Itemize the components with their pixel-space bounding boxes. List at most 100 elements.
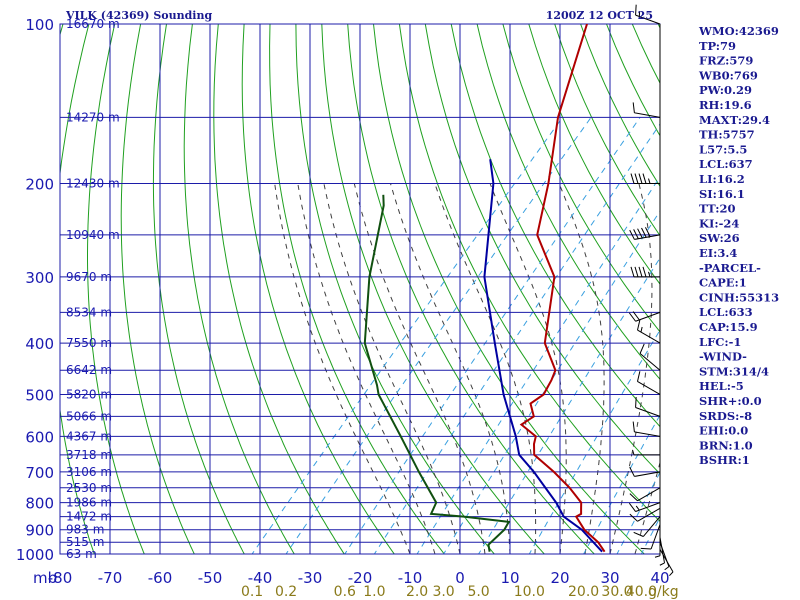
wind-barb bbox=[636, 319, 661, 344]
wind-barbs bbox=[628, 4, 674, 577]
height-label: 1986 m bbox=[66, 496, 112, 510]
stat-line: TT:20 bbox=[699, 202, 736, 216]
height-label: 3718 m bbox=[66, 448, 112, 462]
wind-barb bbox=[635, 397, 661, 417]
stat-line: STM:314/4 bbox=[699, 364, 769, 378]
dry-adiabats bbox=[0, 24, 660, 565]
pressure-tick-label: 200 bbox=[25, 176, 54, 194]
moist-adiabat bbox=[609, 183, 653, 554]
height-label: 8534 m bbox=[66, 305, 112, 319]
height-label: 63 m bbox=[66, 547, 97, 561]
mixing-ratio-unit: g/kg bbox=[648, 584, 679, 600]
temperature-tick-label: -20 bbox=[348, 569, 373, 587]
wind-barb-flag bbox=[629, 513, 638, 522]
wind-barb bbox=[629, 507, 661, 522]
mixing-ratio-label: 30.0 bbox=[601, 584, 632, 600]
wind-barb-flag bbox=[654, 555, 661, 558]
stat-line: PW:0.29 bbox=[699, 83, 752, 97]
wind-barb-shaft bbox=[639, 353, 661, 371]
wind-barb bbox=[640, 524, 661, 550]
temperature-tick-label: 40 bbox=[650, 569, 669, 587]
pressure-tick-label: 800 bbox=[25, 495, 54, 513]
height-label: 10940 m bbox=[66, 228, 120, 242]
wind-barb bbox=[659, 542, 670, 571]
dry-adiabat bbox=[152, 24, 245, 554]
wind-barb bbox=[632, 449, 660, 456]
wind-barb-flag bbox=[636, 319, 641, 331]
wind-barb-shaft bbox=[635, 311, 661, 322]
mixing-ratio-label: 5.0 bbox=[467, 584, 489, 600]
wind-barb-flag bbox=[629, 229, 635, 240]
mixing-ratio-line bbox=[443, 210, 660, 554]
wind-barb bbox=[629, 487, 661, 502]
wind-barb-shaft bbox=[634, 112, 661, 118]
temperature-tick-label: -60 bbox=[148, 569, 173, 587]
axis-labels: 0.1 0.2 0.6 1.0 2.0 3.0 5.0 10.0 20.0 30.040.0100… bbox=[16, 16, 670, 600]
wind-barb-flag bbox=[641, 227, 647, 238]
temperature-tick-label: 30 bbox=[600, 569, 619, 587]
wind-barb-shaft bbox=[637, 329, 661, 344]
dry-adiabat bbox=[183, 24, 295, 554]
height-label: 6642 m bbox=[66, 363, 112, 377]
dewpoint-profile bbox=[363, 194, 511, 552]
moist-adiabat bbox=[323, 183, 461, 554]
dry-adiabat bbox=[269, 24, 445, 554]
wind-barb-flag bbox=[629, 466, 635, 477]
height-label: 515 m bbox=[66, 535, 104, 549]
stat-line: CAP:15.9 bbox=[699, 320, 758, 334]
temperature-profile bbox=[519, 24, 606, 553]
stat-line: SI:16.1 bbox=[699, 187, 745, 201]
wind-barb-flag bbox=[648, 271, 651, 278]
temperature-tick-label: -50 bbox=[198, 569, 223, 587]
wind-barb-flag bbox=[669, 571, 674, 577]
dry-adiabat bbox=[398, 24, 660, 523]
wind-barb-shaft bbox=[659, 549, 674, 573]
stat-line: BRN:1.0 bbox=[699, 438, 753, 452]
wind-barb-flag bbox=[638, 266, 643, 278]
pressure-tick-label: 700 bbox=[25, 464, 54, 482]
dry-adiabat bbox=[502, 24, 660, 333]
wind-barb-flag bbox=[633, 531, 644, 537]
pressure-tick-label: 1000 bbox=[16, 546, 54, 564]
pressure-tick-label: 100 bbox=[25, 16, 54, 34]
wind-barb-flag bbox=[628, 312, 636, 322]
moist-adiabat bbox=[558, 183, 605, 554]
height-label: 9670 m bbox=[66, 270, 112, 284]
wind-barb-flag bbox=[648, 178, 651, 184]
dry-adiabat bbox=[0, 24, 11, 565]
pressure-tick-label: 600 bbox=[25, 428, 54, 446]
wind-barb-flag bbox=[664, 566, 670, 571]
wind-barb-shaft bbox=[650, 524, 661, 550]
mixing-ratio-label: 0.2 bbox=[275, 584, 297, 600]
stat-line: KI:-24 bbox=[699, 216, 739, 230]
height-label: 2530 m bbox=[66, 481, 112, 495]
stat-line: LI:16.2 bbox=[699, 172, 745, 186]
stat-line: CAPE:1 bbox=[699, 276, 747, 290]
height-label: 14270 m bbox=[66, 110, 120, 124]
stat-line: TP:79 bbox=[699, 39, 736, 53]
temperature-tick-label: 20 bbox=[550, 569, 569, 587]
wind-barb bbox=[635, 4, 661, 25]
stat-line: SHR+:0.0 bbox=[699, 394, 762, 408]
wind-barb-flag bbox=[639, 343, 645, 354]
stat-line: FRZ:579 bbox=[699, 54, 753, 68]
wind-barb-flag bbox=[642, 266, 647, 278]
dry-adiabat bbox=[321, 24, 545, 554]
moist-adiabat bbox=[634, 460, 660, 554]
dry-adiabat bbox=[213, 24, 345, 554]
sounding-series bbox=[363, 24, 606, 553]
mixing-ratio-label: 0.6 bbox=[334, 584, 356, 600]
mixing-ratio-label: 0.1 bbox=[241, 584, 263, 600]
dry-adiabat bbox=[60, 24, 95, 554]
wind-barb-flag bbox=[638, 173, 643, 184]
mixing-ratio-label: 2.0 bbox=[406, 584, 428, 600]
height-label: 3106 m bbox=[66, 465, 112, 479]
temperature-tick-label: -40 bbox=[248, 569, 273, 587]
stat-line: -PARCEL- bbox=[699, 261, 761, 275]
wind-barb-flag bbox=[640, 547, 652, 550]
moist-adiabat bbox=[434, 183, 537, 554]
pressure-tick-label: 500 bbox=[25, 387, 54, 405]
wind-barb bbox=[654, 529, 661, 558]
mixing-ratio-label: 40.0 bbox=[626, 584, 657, 600]
